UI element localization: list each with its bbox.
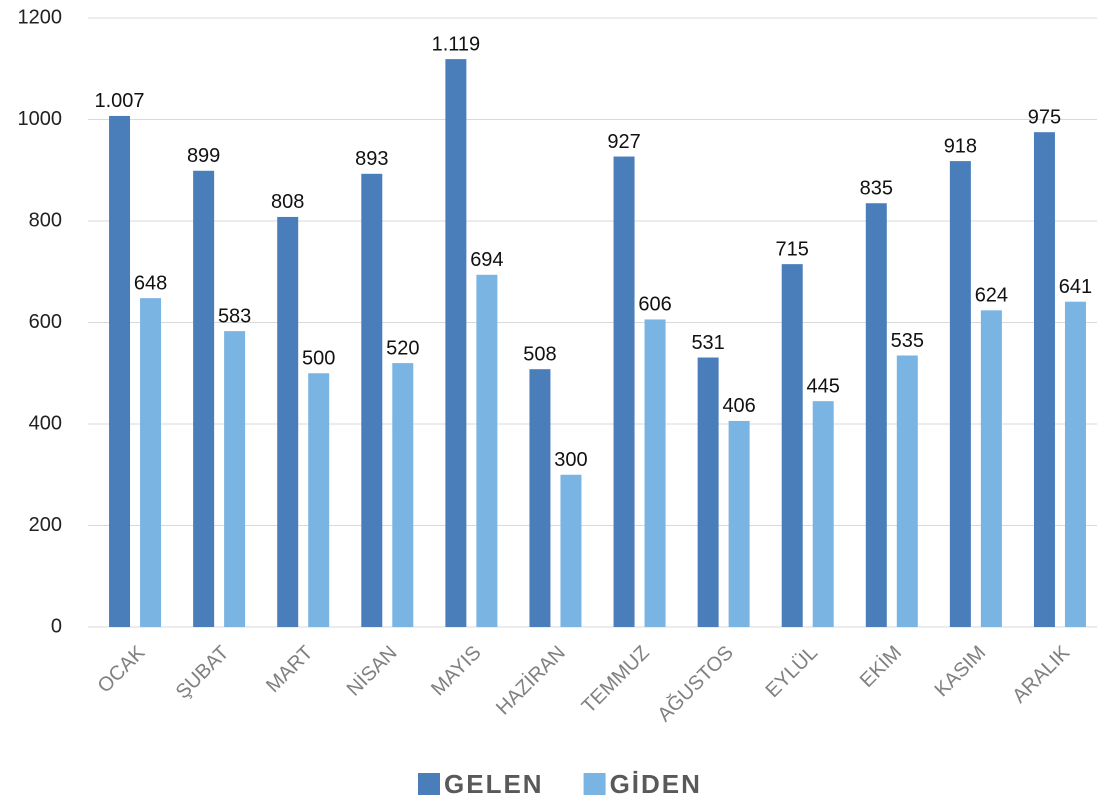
- bar: [896, 355, 918, 627]
- data-label: 508: [523, 343, 556, 365]
- bar: [529, 369, 551, 627]
- x-tick-label: EYLÜL: [762, 642, 822, 702]
- data-label: 835: [860, 178, 893, 200]
- data-label: 715: [776, 238, 809, 260]
- bar: [980, 310, 1002, 627]
- data-label: 927: [607, 131, 640, 153]
- bar: [361, 173, 383, 628]
- x-tick-label: MART: [262, 642, 317, 697]
- data-label: 1.007: [95, 90, 145, 112]
- legend-swatch: [418, 773, 440, 795]
- data-label: 1.119: [432, 33, 481, 55]
- legend-label: GELEN: [444, 769, 544, 799]
- bar: [560, 474, 582, 627]
- data-label: 975: [1028, 106, 1061, 128]
- data-label: 500: [302, 348, 335, 370]
- y-tick-label: 0: [51, 615, 62, 637]
- bar: [445, 59, 467, 628]
- data-label: 648: [134, 272, 167, 294]
- bar: [949, 161, 971, 628]
- x-tick-label: EKİM: [855, 641, 906, 692]
- bar: [308, 373, 330, 627]
- data-label: 918: [944, 135, 977, 157]
- data-label: 641: [1059, 276, 1092, 298]
- bar: [613, 156, 635, 628]
- y-tick-label: 1000: [18, 108, 63, 130]
- y-tick-label: 400: [29, 412, 62, 434]
- data-label: 445: [807, 375, 840, 397]
- y-tick-label: 200: [29, 514, 62, 536]
- bar: [193, 170, 215, 627]
- bar: [392, 363, 414, 627]
- x-tick-label: ŞUBAT: [172, 642, 234, 704]
- data-label: 606: [638, 294, 671, 316]
- data-label: 583: [218, 305, 251, 327]
- bar: [812, 401, 834, 627]
- bar: [224, 331, 246, 627]
- bar: [140, 298, 162, 627]
- x-tick-label: ARALIK: [1008, 641, 1074, 707]
- data-label: 300: [554, 449, 587, 471]
- y-tick-label: 800: [29, 209, 62, 231]
- data-label: 520: [386, 337, 419, 359]
- bar: [109, 115, 131, 627]
- x-tick-label: KASIM: [931, 642, 991, 702]
- bar: [728, 420, 750, 627]
- bar: [865, 203, 887, 628]
- bar: [1033, 132, 1055, 627]
- y-tick-label: 600: [29, 311, 62, 333]
- bar: [644, 319, 666, 627]
- x-tick-label: NİSAN: [342, 641, 401, 700]
- bar: [781, 264, 803, 627]
- y-tick-label: 1200: [18, 6, 63, 28]
- data-label: 893: [355, 148, 388, 170]
- x-tick-label: HAZİRAN: [491, 641, 569, 719]
- bar: [1064, 301, 1086, 627]
- data-label: 406: [722, 395, 755, 417]
- bar: [697, 357, 719, 627]
- x-tick-label: MAYIS: [427, 642, 486, 701]
- bar: [476, 274, 498, 627]
- data-label: 808: [271, 191, 304, 213]
- data-label: 624: [975, 285, 1008, 307]
- data-label: 531: [691, 332, 724, 354]
- bar: [277, 216, 299, 627]
- data-label: 694: [470, 249, 503, 271]
- x-tick-label: OCAK: [94, 641, 150, 697]
- data-label: 535: [891, 330, 924, 352]
- x-tick-label: TEMMUZ: [578, 642, 654, 718]
- legend-label: GİDEN: [610, 769, 702, 799]
- data-label: 899: [187, 145, 220, 167]
- legend-swatch: [583, 773, 606, 795]
- x-tick-label: AĞUSTOS: [653, 641, 738, 726]
